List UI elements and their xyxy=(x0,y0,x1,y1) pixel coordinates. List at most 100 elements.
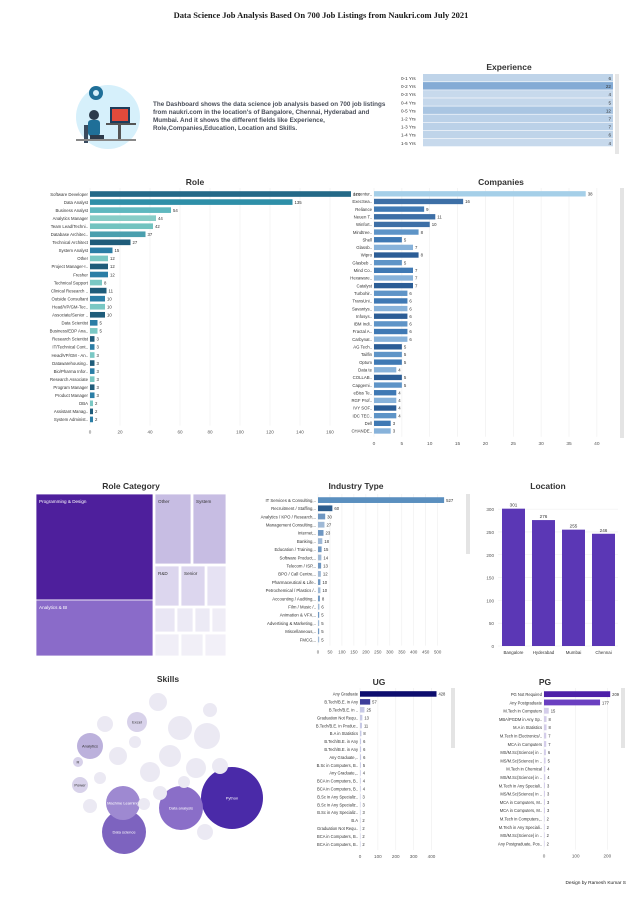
experience-row-cell xyxy=(423,130,613,139)
data-label: 5 xyxy=(100,329,103,334)
bar xyxy=(318,546,322,553)
bar xyxy=(374,252,419,258)
bar xyxy=(374,229,419,235)
category-label: Film / Music /.. xyxy=(288,605,316,610)
skills-title: Skills xyxy=(156,674,180,684)
bar xyxy=(318,554,322,561)
bar xyxy=(374,214,436,220)
data-label: 57 xyxy=(372,700,377,705)
category-label: Program Manager xyxy=(53,385,88,390)
category-label: Technical Support xyxy=(54,280,89,285)
bar xyxy=(90,191,351,197)
bar xyxy=(374,367,397,373)
category-label: Chennai xyxy=(595,650,611,655)
category-label: COLLAB.. xyxy=(353,375,372,380)
data-label: 54 xyxy=(173,208,178,213)
bar xyxy=(90,344,95,350)
category-label: FMCG,.. xyxy=(300,637,316,642)
category-label: Graduation Not Requ.. xyxy=(317,715,358,720)
data-label: 3 xyxy=(97,393,100,398)
bar xyxy=(374,237,402,243)
data-label: 135 xyxy=(295,200,303,205)
experience-row-value: 6 xyxy=(608,76,611,81)
scrollbar xyxy=(620,188,624,438)
data-label: 7 xyxy=(415,268,418,273)
x-tick-label: 20 xyxy=(117,429,123,434)
category-label: Tailfin xyxy=(361,352,373,357)
role-category-treemap: Programming & Design Analytics & BI Other S… xyxy=(36,494,226,656)
bar xyxy=(544,799,545,805)
data-label: 13 xyxy=(323,564,328,569)
category-label: MS/M.Sc(Science) in .. xyxy=(500,833,542,838)
category-label: Accounting / Auditing,.. xyxy=(272,596,316,601)
data-label: 4 xyxy=(398,390,401,395)
category-label: Fractal A.. xyxy=(353,329,372,334)
category-label: Any Postgraduate xyxy=(509,700,542,705)
x-tick-label: 5 xyxy=(401,441,404,447)
skill-bubble xyxy=(140,762,160,782)
x-tick-label: 0 xyxy=(317,650,320,655)
bar xyxy=(544,790,545,797)
data-label: 2 xyxy=(547,833,550,838)
skill-bubble xyxy=(201,767,263,829)
category-label: MS/M.Sc(Science) in .. xyxy=(500,775,542,780)
x-tick-label: 100 xyxy=(236,429,244,434)
category-label: Associate/Senior .. xyxy=(52,313,88,318)
data-label: 3 xyxy=(547,783,550,788)
ug-title: UG xyxy=(372,677,386,687)
experience-row-cell xyxy=(423,82,613,90)
bar xyxy=(374,428,391,434)
category-label: B.Tech/B.E. in Any xyxy=(324,747,359,752)
bar xyxy=(360,817,361,824)
bar xyxy=(318,513,326,520)
category-label: Any Graduate,.. xyxy=(329,771,358,776)
data-label: 13 xyxy=(364,715,369,720)
bar xyxy=(374,359,402,365)
x-tick-label: 100 xyxy=(374,854,382,859)
x-tick-label: 200 xyxy=(603,854,611,859)
category-label: B.Sc in Any Specializ.. xyxy=(317,794,358,799)
data-label: 3 xyxy=(97,353,100,358)
data-label: 12 xyxy=(110,264,115,269)
data-label: 3 xyxy=(363,794,366,799)
data-label: 15 xyxy=(551,709,556,714)
bar xyxy=(318,636,320,643)
bar xyxy=(360,770,361,776)
category-label: Carbynat.. xyxy=(352,337,372,342)
category-label: B.Tech/B.E. in Any xyxy=(324,700,359,705)
data-label: 6 xyxy=(548,750,551,755)
bar xyxy=(90,360,95,366)
bar xyxy=(90,336,95,342)
category-label: Product Manager xyxy=(55,393,89,398)
data-label: 2 xyxy=(547,825,550,830)
bar xyxy=(374,206,425,212)
bar xyxy=(374,328,408,335)
category-label: IBM Indi.. xyxy=(354,322,372,327)
bar xyxy=(360,754,362,760)
data-label: 3 xyxy=(97,345,100,350)
category-label: BCA in Computers, B.. xyxy=(317,842,358,847)
data-label: 11 xyxy=(109,288,114,293)
data-label: 3 xyxy=(97,337,100,342)
category-label: Bio/Pharma Infor.. xyxy=(54,369,88,374)
bar xyxy=(360,714,363,721)
data-label: 3 xyxy=(547,800,550,805)
data-label: 11 xyxy=(437,214,442,219)
data-label: 37 xyxy=(148,232,153,237)
category-label: Hyderabad xyxy=(533,650,555,655)
x-tick-label: 400 xyxy=(428,854,436,859)
data-label: 5 xyxy=(548,758,551,763)
x-tick-label: 40 xyxy=(594,441,600,447)
data-label: 8 xyxy=(322,596,325,601)
bar xyxy=(544,815,545,822)
data-label: 209 xyxy=(612,692,620,697)
category-label: System Analyst xyxy=(59,248,89,253)
bar xyxy=(374,397,397,404)
category-label: B.Sc in Any Specializ.. xyxy=(317,810,358,815)
experience-row-cell xyxy=(423,90,613,98)
bar xyxy=(318,620,320,626)
data-label: 6 xyxy=(363,747,366,752)
data-label: 177 xyxy=(602,700,610,705)
bar xyxy=(360,809,361,816)
treemap-tile xyxy=(154,633,180,656)
